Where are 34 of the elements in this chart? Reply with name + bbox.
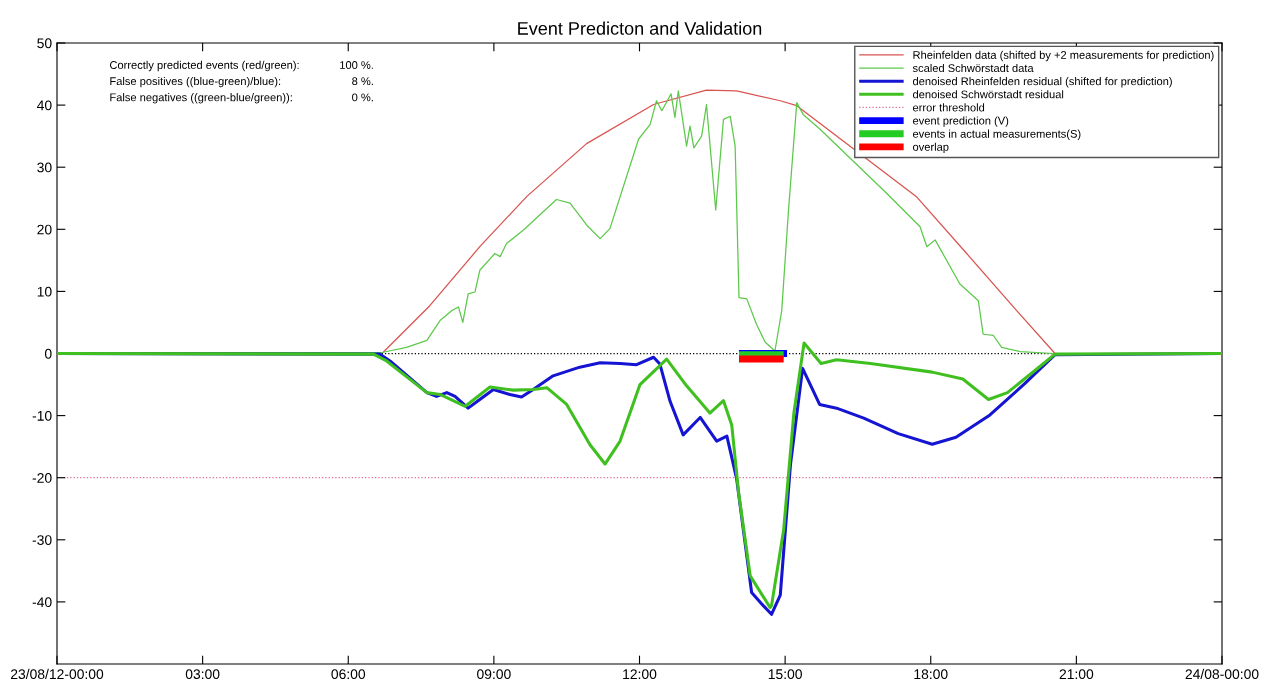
legend-label: Rheinfelden data (shifted by +2 measurements for prediction) [913, 50, 1214, 62]
annotation: Correctly predicted events (red/green): [109, 60, 299, 72]
annotation: 8 %. [352, 77, 373, 86]
x-tick-label: 18:00 [914, 669, 948, 680]
y-tick-label: 10 [37, 286, 52, 297]
x-tick-label: 12:00 [623, 669, 657, 680]
x-tick-label: 24/08-00:00 [1185, 668, 1259, 680]
y-tick-label: 30 [37, 162, 52, 173]
x-tick-label: 06:00 [331, 669, 366, 680]
legend-label: event prediction (V) [913, 116, 1009, 127]
x-tick-label: 03:00 [185, 669, 220, 680]
legend-label: denoised Rheinfelden residual (shifted for prediction) [913, 77, 1172, 88]
legend-label: overlap [913, 142, 949, 154]
x-tick-label: 21:00 [1059, 669, 1094, 680]
x-tick-label: 23/08/12-00:00 [10, 668, 104, 680]
annotation: 100 %. [340, 61, 373, 69]
legend-label: events in actual measurements(S) [913, 129, 1081, 140]
y-tick-label: 50 [37, 38, 52, 49]
chart-title: Event Predicton and Validation [518, 21, 762, 35]
annotation: 0 %. [352, 93, 373, 102]
legend-label: scaled Schwörstadt data [912, 63, 1034, 73]
annotation: False positives ((blue-green)/blue): [110, 76, 281, 88]
x-tick-label: 15:00 [768, 669, 802, 680]
legend-label: denoised Schwörstadt residual [913, 90, 1064, 99]
y-tick-label: -20 [32, 473, 52, 483]
y-tick-label: 0 [44, 348, 52, 359]
y-tick-label: -30 [32, 535, 52, 545]
y-tick-label: -40 [32, 597, 52, 608]
annotation: False negatives ((green-blue/green)): [110, 93, 292, 104]
y-tick-label: 20 [37, 224, 52, 235]
y-tick-label: 40 [37, 100, 52, 111]
x-tick-label: 09:00 [477, 669, 511, 680]
legend-label: error threshold [913, 103, 985, 112]
y-tick-label: -10 [32, 410, 52, 421]
